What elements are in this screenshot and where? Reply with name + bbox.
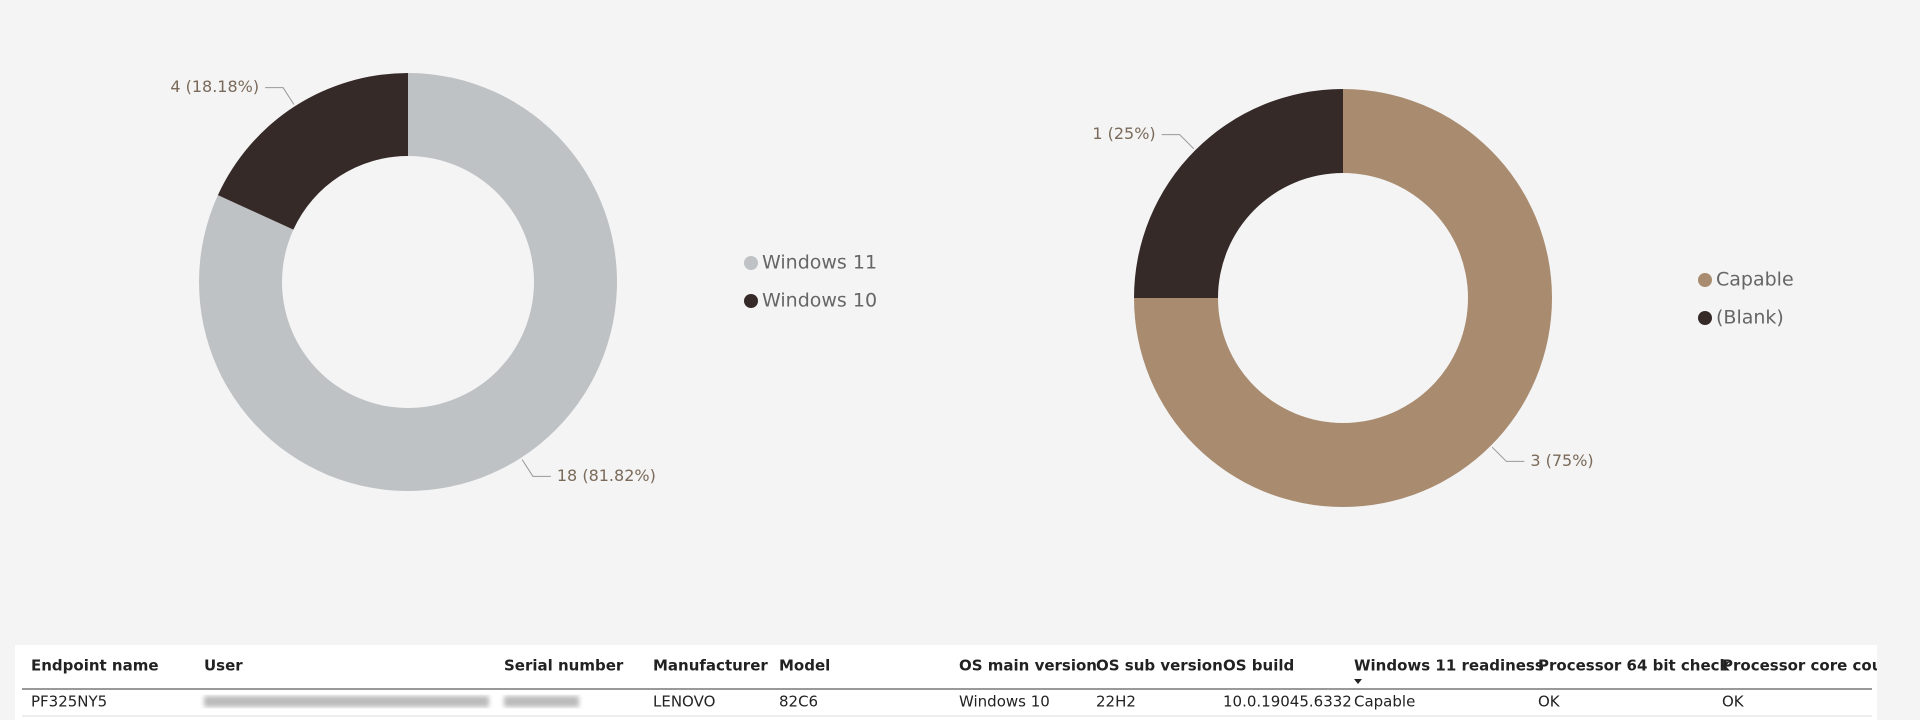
table-cell: 82C6 <box>779 693 818 711</box>
leader-line <box>1161 134 1195 150</box>
table-cell: Windows 10 <box>959 693 1050 711</box>
legend-marker <box>1698 273 1712 287</box>
column-header: Serial number <box>504 657 624 675</box>
legend-label: Windows 11 <box>762 252 877 274</box>
donut-slice <box>1134 89 1343 298</box>
legend-marker <box>1698 311 1712 325</box>
data-label: 18 (81.82%) <box>557 466 656 485</box>
leader-line <box>265 87 295 105</box>
data-label: 3 (75%) <box>1530 451 1593 470</box>
table-cell: 22H2 <box>1096 693 1136 711</box>
donut-slice <box>1134 89 1552 507</box>
column-header: Endpoint name <box>31 657 159 675</box>
data-label: 1 (25%) <box>1092 124 1155 143</box>
column-header: User <box>204 657 243 675</box>
legend-label: Windows 10 <box>762 290 877 312</box>
column-header: Processor 64 bit check <box>1538 657 1731 675</box>
redacted-cell <box>504 696 579 707</box>
legend-marker <box>744 256 758 270</box>
table: Endpoint name User Serial number Manufactur… <box>31 657 1893 711</box>
table-cell: OK <box>1538 693 1561 711</box>
redacted-cell <box>204 696 489 707</box>
column-header: Manufacturer <box>653 657 768 675</box>
column-header: Windows 11 readiness <box>1354 657 1544 675</box>
column-header: OS build <box>1223 657 1294 675</box>
leader-line <box>521 459 551 477</box>
column-header: OS main version <box>959 657 1097 675</box>
table-cell: LENOVO <box>653 693 715 711</box>
donut-slice <box>217 72 408 230</box>
donut-slice <box>199 73 618 491</box>
legend-label: Capable <box>1716 269 1794 291</box>
column-header: OS sub version <box>1096 657 1223 675</box>
table-cell: 10.0.19045.6332 <box>1223 693 1352 711</box>
column-header: Model <box>779 657 830 675</box>
table-cell: PF325NY5 <box>31 693 107 711</box>
table-panel <box>15 645 1877 720</box>
table-cell: Capable <box>1354 693 1415 711</box>
legend-label: (Blank) <box>1716 307 1784 329</box>
legend-marker <box>744 294 758 308</box>
table-cell: OK <box>1722 693 1745 711</box>
column-header: Processor core coun <box>1722 657 1893 675</box>
leader-line <box>1491 446 1525 462</box>
sort-arrow <box>1354 679 1362 684</box>
data-label: 4 (18.18%) <box>170 77 259 96</box>
